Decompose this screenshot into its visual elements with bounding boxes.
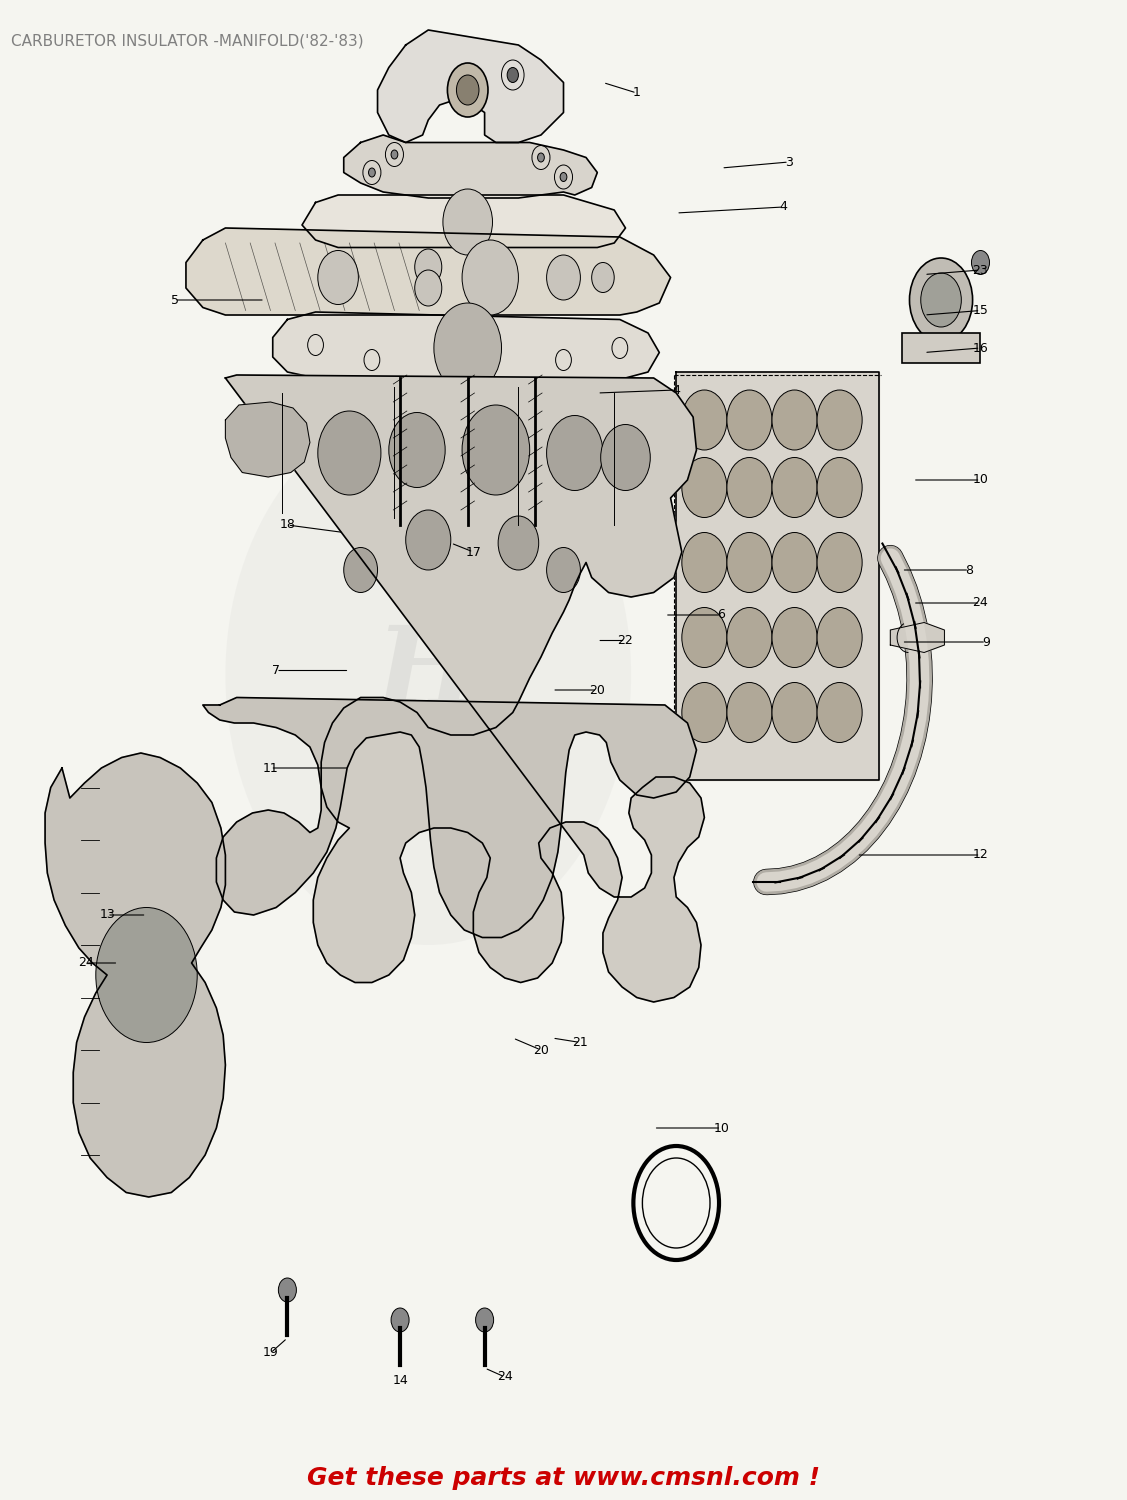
Polygon shape xyxy=(45,753,225,1197)
Circle shape xyxy=(772,682,817,742)
Polygon shape xyxy=(225,402,310,477)
Circle shape xyxy=(456,75,479,105)
Polygon shape xyxy=(890,622,944,652)
Circle shape xyxy=(727,458,772,518)
Circle shape xyxy=(547,416,603,491)
Text: 5: 5 xyxy=(170,294,179,306)
Circle shape xyxy=(391,1308,409,1332)
Text: 4: 4 xyxy=(780,201,787,213)
Text: CARBURETOR INSULATOR -MANIFOLD('82-'83): CARBURETOR INSULATOR -MANIFOLD('82-'83) xyxy=(11,33,364,48)
Circle shape xyxy=(225,405,631,945)
Text: 21: 21 xyxy=(573,1036,588,1048)
Circle shape xyxy=(817,458,862,518)
Text: 7: 7 xyxy=(272,664,281,676)
Text: 14: 14 xyxy=(392,1374,408,1386)
Circle shape xyxy=(447,63,488,117)
Polygon shape xyxy=(344,135,597,198)
Circle shape xyxy=(344,548,378,592)
Circle shape xyxy=(96,908,197,1042)
Circle shape xyxy=(560,172,567,182)
Circle shape xyxy=(507,68,518,82)
Polygon shape xyxy=(378,30,564,142)
Text: 15: 15 xyxy=(973,304,988,316)
Circle shape xyxy=(391,150,398,159)
Circle shape xyxy=(547,548,580,592)
Text: 12: 12 xyxy=(973,849,988,861)
Circle shape xyxy=(682,390,727,450)
Circle shape xyxy=(369,168,375,177)
Text: 6: 6 xyxy=(718,609,725,621)
Text: 11: 11 xyxy=(263,762,278,774)
Circle shape xyxy=(772,390,817,450)
Circle shape xyxy=(538,153,544,162)
Circle shape xyxy=(462,240,518,315)
Circle shape xyxy=(971,251,990,274)
Text: 24: 24 xyxy=(497,1371,513,1383)
Text: 9: 9 xyxy=(983,636,990,648)
Polygon shape xyxy=(186,228,671,315)
Text: 20: 20 xyxy=(533,1044,549,1056)
Text: 10: 10 xyxy=(713,1122,729,1134)
Circle shape xyxy=(682,682,727,742)
Circle shape xyxy=(406,510,451,570)
Circle shape xyxy=(278,1278,296,1302)
Polygon shape xyxy=(225,375,704,1002)
Circle shape xyxy=(921,273,961,327)
Circle shape xyxy=(318,251,358,305)
Text: 19: 19 xyxy=(263,1347,278,1359)
Circle shape xyxy=(817,608,862,668)
Text: 17: 17 xyxy=(465,546,481,558)
Circle shape xyxy=(415,249,442,285)
Text: 13: 13 xyxy=(99,909,115,921)
Circle shape xyxy=(462,405,530,495)
Circle shape xyxy=(772,608,817,668)
Circle shape xyxy=(727,608,772,668)
Circle shape xyxy=(727,390,772,450)
Circle shape xyxy=(318,411,381,495)
Circle shape xyxy=(476,1308,494,1332)
Circle shape xyxy=(443,189,492,255)
Polygon shape xyxy=(902,333,980,363)
Circle shape xyxy=(817,682,862,742)
Circle shape xyxy=(498,516,539,570)
Circle shape xyxy=(434,303,502,393)
Circle shape xyxy=(817,390,862,450)
Circle shape xyxy=(415,270,442,306)
Text: 3: 3 xyxy=(786,156,792,168)
Text: 4: 4 xyxy=(673,384,680,396)
Text: 8: 8 xyxy=(965,564,974,576)
Circle shape xyxy=(727,682,772,742)
Text: 24: 24 xyxy=(78,957,94,969)
Circle shape xyxy=(772,532,817,592)
Circle shape xyxy=(909,258,973,342)
Text: 20: 20 xyxy=(589,684,605,696)
Polygon shape xyxy=(676,372,879,780)
Text: H: H xyxy=(375,621,481,729)
Text: 18: 18 xyxy=(279,519,295,531)
Polygon shape xyxy=(273,312,659,378)
Text: 22: 22 xyxy=(618,634,633,646)
Circle shape xyxy=(601,424,650,490)
Text: 10: 10 xyxy=(973,474,988,486)
Circle shape xyxy=(682,458,727,518)
Circle shape xyxy=(772,458,817,518)
Circle shape xyxy=(682,532,727,592)
Text: 16: 16 xyxy=(973,342,988,354)
Circle shape xyxy=(547,255,580,300)
Polygon shape xyxy=(203,698,696,938)
Circle shape xyxy=(817,532,862,592)
Polygon shape xyxy=(302,195,625,248)
Circle shape xyxy=(727,532,772,592)
Circle shape xyxy=(592,262,614,292)
Text: 24: 24 xyxy=(973,597,988,609)
Text: 1: 1 xyxy=(633,87,640,99)
Circle shape xyxy=(389,413,445,488)
Text: 23: 23 xyxy=(973,264,988,276)
Circle shape xyxy=(682,608,727,668)
Text: Get these parts at www.cmsnl.com !: Get these parts at www.cmsnl.com ! xyxy=(307,1466,820,1490)
